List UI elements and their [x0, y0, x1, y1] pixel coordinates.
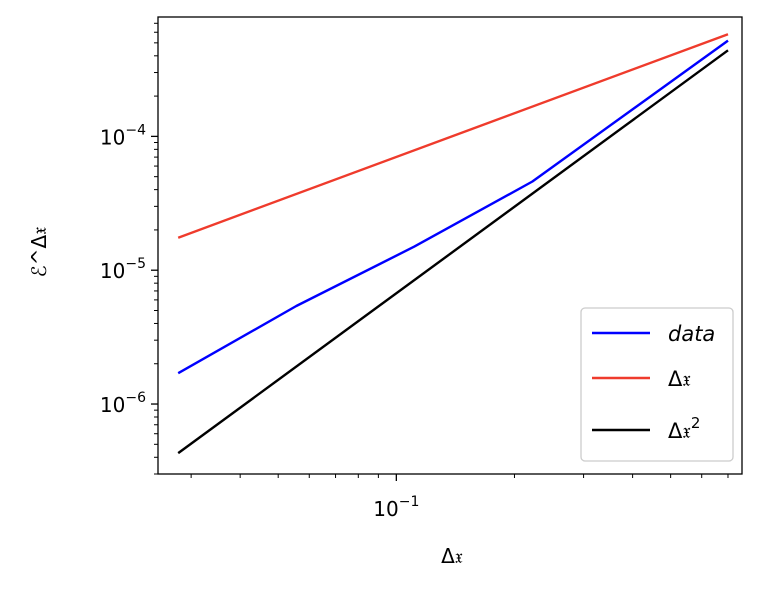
- x-tick-label: 10−1: [373, 494, 419, 521]
- legend-box: [580, 307, 734, 462]
- legend-label-data: data: [668, 322, 715, 346]
- series-lines: [177, 33, 729, 455]
- y-tick-label: 10−4: [100, 122, 146, 149]
- y-tick-label: 10−5: [100, 256, 146, 283]
- series-line-dx: [177, 33, 729, 239]
- legend-label-dx-squared: Δ𝔵2: [668, 414, 700, 443]
- series-line-dx-squared: [177, 49, 729, 455]
- y-axis-label: ℰ^Δ𝔵: [27, 227, 51, 278]
- legend-label-dx-squared-exp: 2: [691, 414, 701, 432]
- legend: data Δ𝔵 Δ𝔵2: [580, 307, 734, 462]
- x-axis-label: Δ𝔵: [441, 544, 463, 568]
- y-tick-label: 10−6: [100, 390, 146, 417]
- legend-label-dx: Δ𝔵: [668, 367, 691, 391]
- major-ticks: 10−1 10−6 10−5 10−4: [100, 122, 419, 521]
- legend-label-dx-squared-base: Δ𝔵: [668, 419, 691, 443]
- minor-ticks: [154, 22, 729, 478]
- series-line-data: [177, 39, 729, 375]
